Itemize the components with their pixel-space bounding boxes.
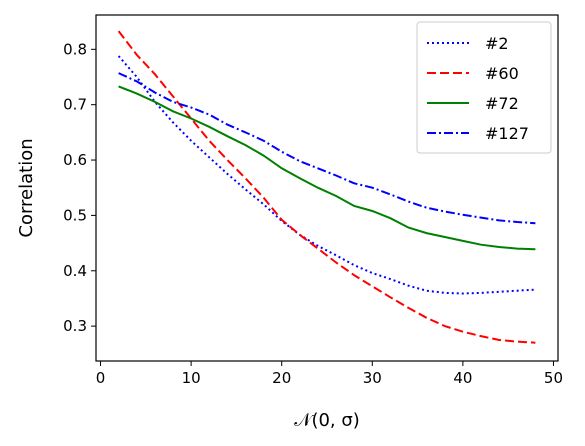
plot-area (117, 30, 536, 344)
y-tick-label: 0.5 (63, 206, 87, 224)
y-tick-label: 0.4 (63, 262, 87, 280)
series-line-2 (117, 55, 536, 295)
y-tick-label: 0.6 (63, 151, 87, 169)
legend-label-72: #72 (485, 94, 519, 113)
x-tick-label: 30 (363, 369, 382, 387)
y-tick-label: 0.7 (63, 96, 87, 114)
series-line-60 (117, 30, 536, 344)
axes-frame (95, 14, 559, 362)
legend-label-2: #2 (485, 34, 509, 53)
legend-label-60: #60 (485, 64, 519, 83)
y-tick-label: 0.3 (63, 317, 87, 335)
y-tick-label: 0.8 (63, 40, 87, 58)
x-axis: 0 10 20 30 40 50 (96, 361, 563, 387)
series-line-72 (118, 85, 536, 251)
series-line-127 (118, 72, 536, 225)
y-axis: 0.3 0.4 0.5 0.6 0.7 0.8 (63, 40, 96, 335)
x-tick-label: 0 (96, 369, 106, 387)
x-tick-label: 40 (453, 369, 472, 387)
legend-box (416, 21, 552, 154)
legend-label-127: #127 (485, 124, 529, 143)
x-tick-label: 10 (182, 369, 201, 387)
x-axis-label: 𝒩(0, σ) (294, 410, 360, 431)
y-axis-label: Correlation (16, 138, 37, 237)
x-tick-label: 50 (544, 369, 563, 387)
x-tick-label: 20 (272, 369, 291, 387)
legend: #2 #60 #72 #127 (416, 21, 552, 154)
